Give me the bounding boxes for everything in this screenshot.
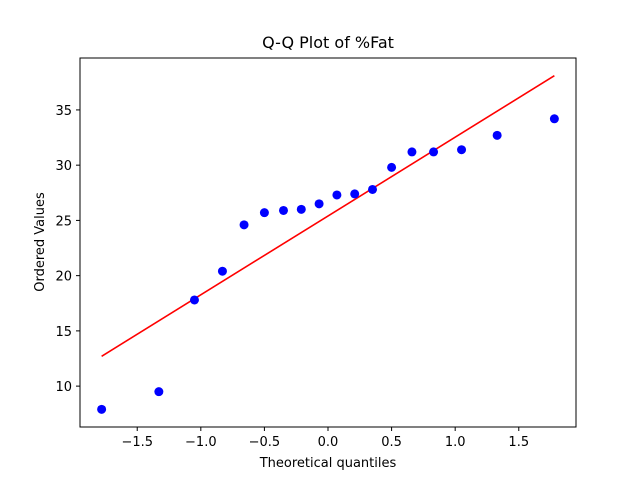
plot-area: −1.5 −1.0 −0.5 0.0 0.5 1.0 1.5 10 15 20 25 30 35 — [55, 57, 577, 450]
x-tick-label: 1.5 — [508, 435, 529, 450]
data-point-17 — [492, 130, 502, 140]
data-point-12 — [368, 184, 378, 194]
data-point-1 — [97, 404, 107, 414]
x-tick-label: 1.0 — [445, 435, 466, 450]
data-point-18 — [549, 114, 559, 124]
data-point-3 — [189, 295, 199, 305]
data-point-5 — [239, 220, 249, 230]
data-point-13 — [387, 162, 397, 172]
x-tick-label: −1.5 — [121, 435, 153, 450]
y-tick-label: 20 — [55, 270, 72, 285]
x-tick-label: 0.5 — [381, 435, 402, 450]
data-point-9 — [314, 199, 324, 209]
y-tick-label: 35 — [55, 104, 72, 119]
y-tick-label: 30 — [55, 159, 72, 174]
data-point-11 — [350, 189, 360, 199]
x-axis-title: Theoretical quantiles — [259, 456, 397, 471]
chart-title: Q-Q Plot of %Fat — [262, 33, 394, 52]
data-point-10 — [332, 190, 342, 200]
x-tick-label: −0.5 — [249, 435, 281, 450]
x-tick-label: 0.0 — [318, 435, 339, 450]
y-tick-label: 10 — [55, 380, 72, 395]
data-point-14 — [407, 147, 417, 157]
y-axis-title: Ordered Values — [33, 192, 48, 292]
data-point-4 — [217, 266, 227, 276]
data-point-7 — [278, 205, 288, 215]
x-tick-label: −1.0 — [185, 435, 217, 450]
data-point-16 — [457, 145, 467, 155]
data-point-2 — [154, 387, 164, 397]
data-point-15 — [429, 147, 439, 157]
reference-fit-line — [101, 74, 555, 357]
y-tick-label: 15 — [55, 325, 72, 340]
data-point-6 — [259, 208, 269, 218]
data-point-8 — [296, 204, 306, 214]
y-tick-label: 25 — [55, 214, 72, 229]
